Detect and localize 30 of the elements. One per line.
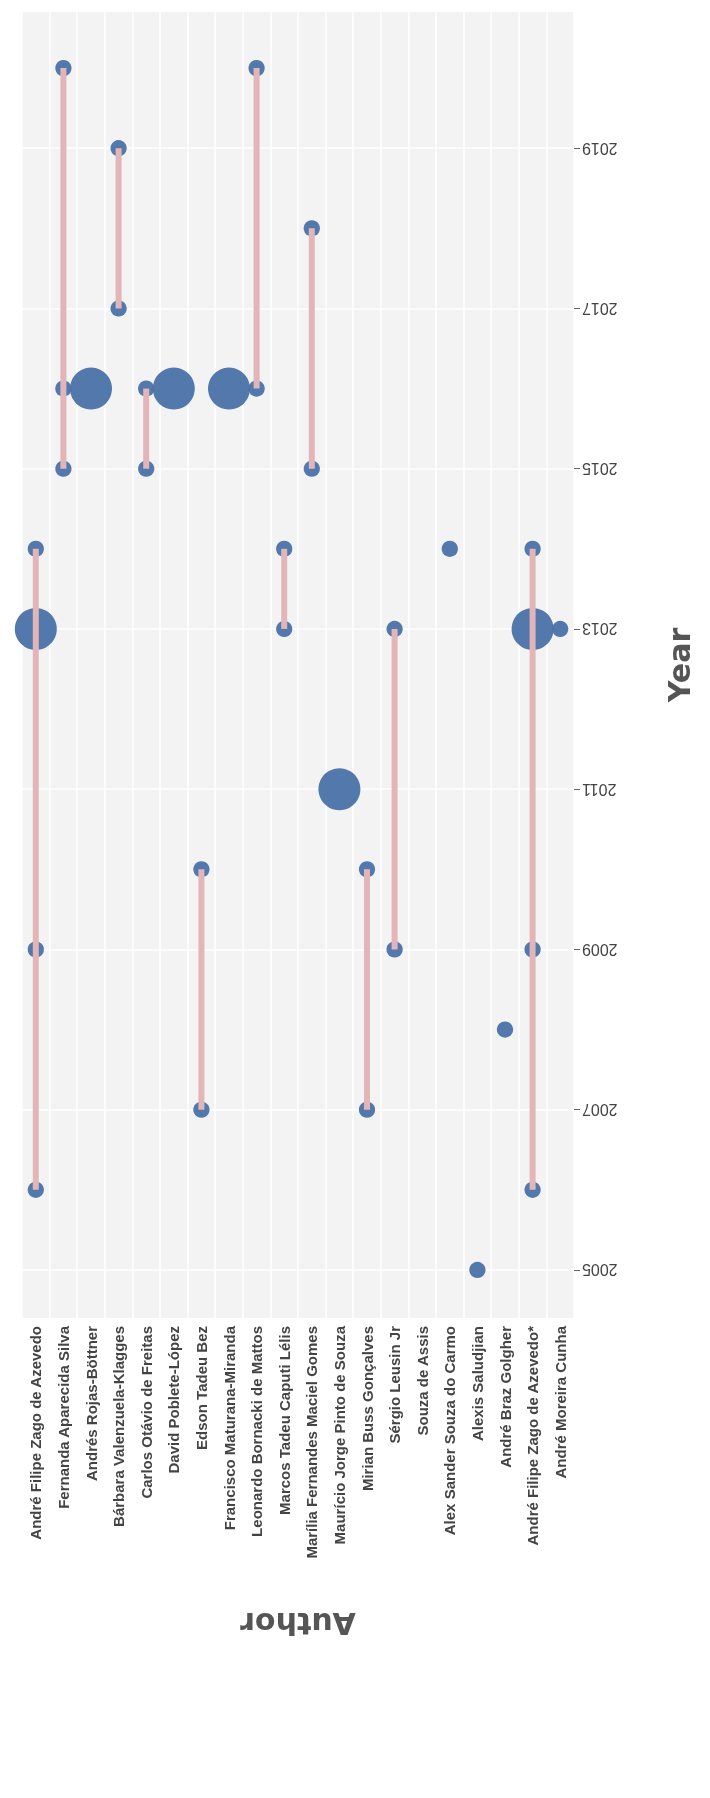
x-tick-label: Andrés Rojas-Böttner bbox=[82, 1325, 100, 1482]
x-tick-label: André Braz Golgher bbox=[496, 1325, 514, 1468]
x-tick-label: Carlos Otávio de Freitas bbox=[137, 1326, 155, 1499]
x-tick-label: David Poblete-López bbox=[165, 1326, 183, 1474]
x-tick-label: Alexis Saludjian bbox=[468, 1326, 486, 1442]
x-tick-label: Sérgio Leusin Jr bbox=[386, 1325, 404, 1444]
x-tick-label: Alex Sander Souza do Carmo bbox=[441, 1326, 459, 1536]
x-tick-label: Maurício Jorge Pinto de Souza bbox=[330, 1325, 348, 1545]
x-tick-label: Marília Fernandes Maciel Gomes bbox=[303, 1326, 321, 1559]
y-tick-label: 2017 bbox=[581, 299, 618, 317]
x-tick-label: André Filipe Zago de Azevedo bbox=[27, 1326, 45, 1540]
x-axis-title: Author bbox=[239, 1605, 356, 1641]
y-tick-label: 2009 bbox=[581, 940, 618, 958]
y-tick-label: 2007 bbox=[581, 1101, 618, 1119]
x-tick-label: Leonardo Bornacki de Mattos bbox=[248, 1326, 266, 1537]
x-tick-label: André Moreira Cunha bbox=[551, 1325, 569, 1479]
x-tick-label: Souza de Assis bbox=[413, 1326, 431, 1436]
y-tick-label: 2015 bbox=[581, 460, 618, 478]
y-tick-label: 2013 bbox=[581, 620, 618, 638]
x-tick-label: Mirian Buss Gonçalves bbox=[358, 1326, 376, 1492]
y-tick-label: 2005 bbox=[581, 1261, 618, 1279]
x-tick-label: Francisco Maturana-Miranda bbox=[220, 1325, 238, 1531]
x-tick-label: Bárbara Valenzuela-Klagges bbox=[110, 1326, 128, 1527]
x-tick-label: Edson Tadeu Bez bbox=[192, 1326, 210, 1450]
x-tick-label: Fernanda Aparecida Silva bbox=[54, 1325, 72, 1509]
y-tick-label: 2019 bbox=[581, 139, 618, 157]
y-axis-title: Year bbox=[661, 627, 697, 704]
y-tick-label: 2011 bbox=[581, 780, 617, 798]
x-tick-label: Marcos Tadeu Caputi Lélis bbox=[275, 1326, 293, 1515]
x-tick-label: André Filipe Zago de Azevedo* bbox=[524, 1325, 542, 1546]
